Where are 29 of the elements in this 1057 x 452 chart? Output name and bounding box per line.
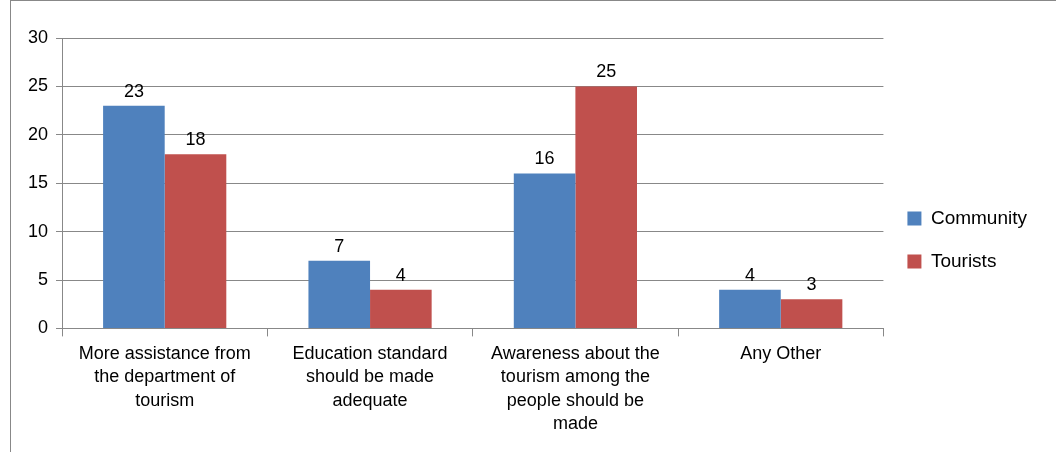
data-label: 25	[596, 61, 617, 82]
x-tick-label: Awareness about the tourism among the people should be made	[491, 343, 660, 434]
data-label: 23	[123, 80, 144, 101]
y-tick-label: 25	[27, 75, 49, 96]
data-label: 4	[744, 264, 755, 285]
data-label: 7	[334, 235, 345, 256]
y-tick-label: 0	[38, 317, 49, 338]
x-tick-label: Education standard should be made adequate	[292, 343, 448, 410]
bar	[780, 299, 843, 328]
data-label: 18	[185, 129, 206, 150]
data-label: 16	[534, 148, 555, 169]
legend-label: Community	[930, 206, 1028, 228]
bar	[575, 86, 637, 328]
y-tick-label: 30	[27, 26, 49, 47]
data-label: 3	[806, 274, 817, 295]
bar	[103, 105, 165, 328]
y-tick-label: 15	[27, 172, 49, 193]
y-tick-label: 5	[38, 268, 49, 289]
legend-label: Tourists	[930, 249, 997, 271]
bar	[370, 289, 432, 328]
bar	[308, 260, 371, 328]
bar	[513, 173, 576, 328]
y-tick-label: 10	[27, 220, 49, 241]
bar	[164, 154, 227, 328]
bar	[719, 289, 781, 328]
x-tick-label: Any Other	[740, 343, 822, 364]
x-tick-label: More assistance from the department of tourism	[78, 343, 251, 410]
data-label: 4	[395, 264, 406, 285]
y-tick-label: 20	[27, 123, 49, 144]
